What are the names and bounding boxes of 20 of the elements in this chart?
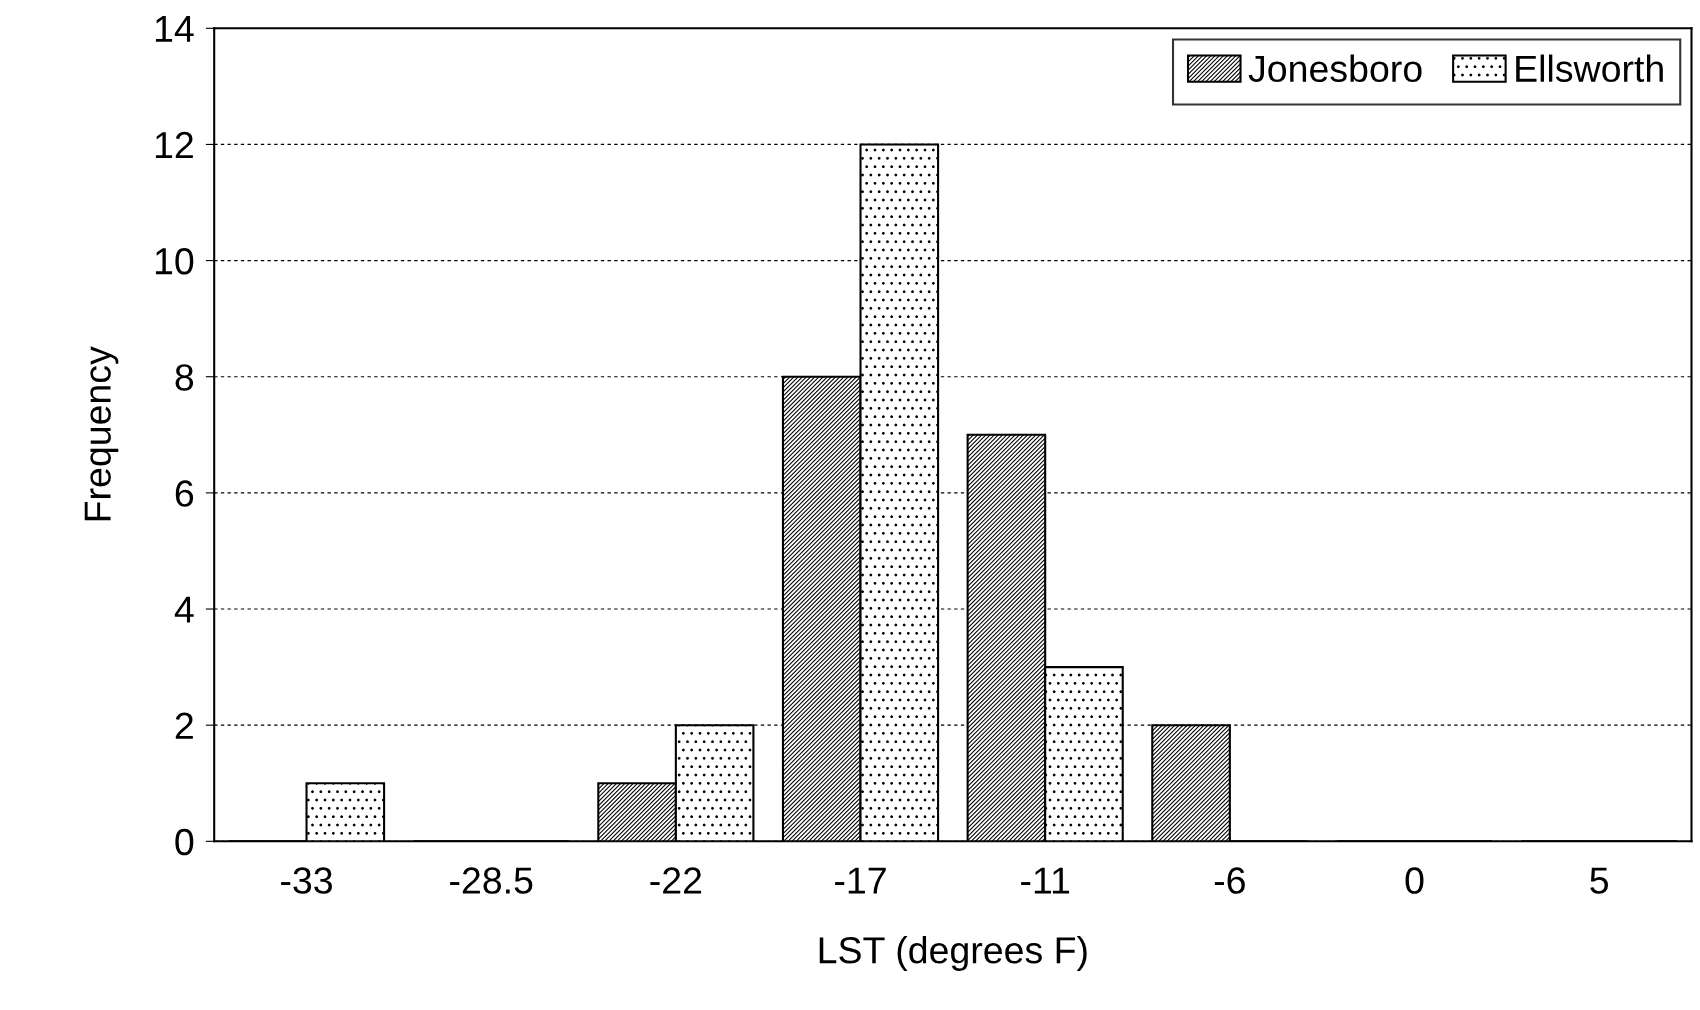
y-tick-label: 12 [155, 131, 193, 159]
x-tick-label: -6 [1214, 867, 1245, 894]
x-tick-label: -22 [650, 867, 702, 894]
x-tick-label: -11 [1021, 867, 1070, 894]
y-axis-title: Frequency [84, 346, 119, 521]
y-tick-label: 4 [174, 596, 194, 623]
y-tick-label: 8 [175, 364, 194, 391]
y-tick-label: 14 [155, 16, 194, 42]
y-tick-label: 2 [175, 712, 193, 739]
y-tick-label: 10 [155, 247, 194, 275]
x-tick-label: -33 [281, 867, 332, 894]
y-tick-label: 0 [175, 828, 194, 856]
x-tick-label: 5 [1590, 867, 1609, 894]
x-axis-title: LST (degrees F) [819, 936, 1087, 971]
x-tick-label: 0 [1405, 867, 1424, 894]
x-tick-label: -17 [835, 867, 886, 894]
legend-label: Jonesboro [1248, 54, 1422, 83]
x-tick-label: -28.5 [450, 867, 533, 894]
y-tick-label: 6 [175, 480, 194, 507]
legend-label: Ellsworth [1516, 54, 1663, 83]
